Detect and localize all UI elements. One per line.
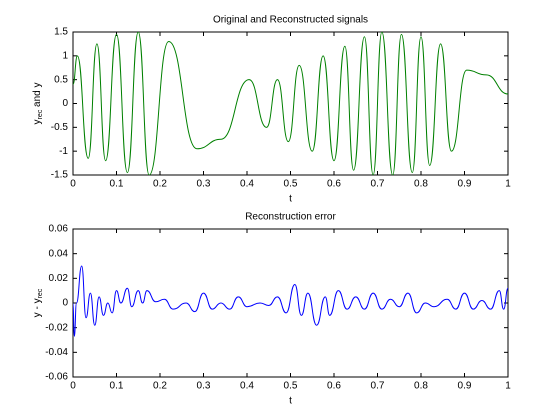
x-axis-label: t [289,396,292,407]
x-tick-label: 0.2 [153,179,167,190]
x-tick-label: 0.5 [284,381,298,392]
y-tick-label: 0.02 [49,273,69,284]
y-axis-label-rest: and y [32,83,43,110]
x-tick-label: 0.6 [327,381,341,392]
y-tick-label: -0.5 [51,122,69,133]
y-axis-label: yrec and y [32,83,44,125]
y-tick-label: 0.04 [49,248,69,259]
x-tick-label: 1 [505,381,511,392]
y-tick-label: 1.5 [54,27,68,38]
x-tick-label: 0.4 [240,381,254,392]
x-tick-label: 1 [505,179,511,190]
signal-line [73,32,508,175]
y-axis-label-main: y [32,119,43,124]
y-tick-label: -0.04 [45,347,68,358]
x-tick-label: 0.9 [458,179,472,190]
x-tick-label: 0.4 [240,179,254,190]
x-tick-label: 0.6 [327,179,341,190]
y-tick-label: 0 [62,98,68,109]
y-tick-label: -1.5 [51,170,69,181]
x-tick-label: 0.5 [284,179,298,190]
y-axis-label-main: y - y [32,298,43,317]
x-axis-label: t [289,194,292,205]
y-tick-label: 0 [62,298,68,309]
y-tick-label: 0.5 [54,74,68,85]
x-tick-label: 0.1 [110,381,124,392]
x-tick-label: 0.9 [458,381,472,392]
y-tick-label: 0.06 [49,224,69,235]
y-axis-label-sub: rec [37,288,44,298]
x-tick-label: 0.3 [197,381,211,392]
x-tick-label: 0.8 [414,381,428,392]
y-tick-label: -0.02 [45,322,68,333]
y-tick-label: -1 [59,146,68,157]
axes-frame [72,228,509,378]
x-tick-label: 0.3 [197,179,211,190]
y-axis-label: y - yrec [32,288,44,317]
x-tick-label: 0.8 [414,179,428,190]
x-tick-label: 0 [70,381,76,392]
x-tick-label: 0.7 [371,381,385,392]
chart-title: Original and Reconstructed signals [213,15,368,26]
x-tick-label: 0.2 [153,381,167,392]
signal-line [73,265,508,337]
chart-title: Reconstruction error [245,212,336,223]
x-tick-label: 0.1 [110,179,124,190]
y-tick-label: -0.06 [45,372,68,383]
y-axis-label-sub: rec [37,109,44,119]
x-tick-label: 0.7 [371,179,385,190]
y-tick-label: 1 [62,50,68,61]
x-tick-label: 0 [70,179,76,190]
